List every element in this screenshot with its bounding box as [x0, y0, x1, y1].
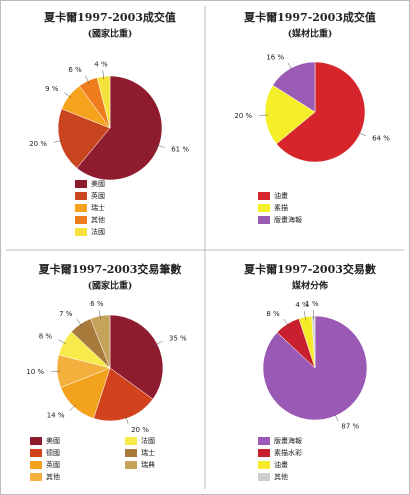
legend-label: 其他 [91, 215, 105, 224]
value-label: 9 % [45, 85, 59, 93]
value-label: 6 % [90, 300, 104, 308]
value-label: 8 % [266, 310, 280, 318]
legend-swatch [258, 192, 270, 200]
leader-line [156, 144, 165, 148]
leader-line [259, 114, 269, 116]
leader-line [51, 370, 61, 372]
leader-line [98, 309, 101, 319]
legend-swatch [258, 204, 270, 212]
chart-title: 夏卡爾1997-2003成交值 [244, 10, 376, 24]
value-label: 4 % [94, 61, 108, 69]
legend-label: 版畫海報 [274, 436, 302, 445]
legend-swatch [258, 461, 270, 469]
leader-line [287, 62, 293, 71]
chart-subtitle: (媒材比重) [288, 28, 333, 40]
legend-label: 美國 [91, 179, 105, 188]
leader-line [85, 75, 90, 84]
leader-line [76, 319, 83, 327]
legend-label: 法國 [91, 227, 105, 236]
legend-label: 素描水彩 [274, 448, 302, 457]
legend-label: 美國 [46, 436, 60, 445]
legend-swatch [258, 437, 270, 445]
legend-swatch [30, 449, 42, 457]
leader-line [102, 70, 105, 80]
chart-subtitle: (國家比重) [88, 28, 133, 40]
legend-label: 英國 [46, 460, 60, 469]
legend-label: 英國 [91, 191, 105, 200]
chart-subtitle: (國家比重) [88, 280, 133, 292]
legend-swatch [258, 216, 270, 224]
leader-line [53, 139, 63, 143]
leader-line [69, 404, 76, 412]
legend-swatch [75, 204, 87, 212]
value-label: 10 % [26, 368, 44, 376]
legend-swatch [75, 192, 87, 200]
value-label: 20 % [29, 140, 47, 148]
value-label: 4 % [295, 301, 309, 309]
legend-swatch [30, 437, 42, 445]
value-label: 6 % [68, 66, 82, 74]
leader-line [303, 310, 307, 320]
leader-line [357, 131, 366, 137]
value-label: 16 % [266, 54, 284, 62]
legend-swatch [30, 473, 42, 481]
value-label: 64 % [372, 134, 390, 142]
leader-line [58, 339, 67, 345]
legend-swatch [125, 449, 137, 457]
legend-label: 其他 [274, 472, 288, 481]
leader-line [334, 412, 339, 422]
leader-line [125, 415, 129, 425]
value-label: 20 % [131, 426, 149, 434]
legend-label: 油畫 [274, 191, 288, 200]
legend-swatch [258, 473, 270, 481]
value-label: 7 % [59, 310, 73, 318]
legend-label: 油畫 [274, 460, 288, 469]
chart-title: 夏卡爾1997-2003交易筆數 [39, 262, 182, 276]
legend-swatch [125, 437, 137, 445]
legend-label: 瑞典 [141, 460, 155, 469]
value-label: 61 % [171, 146, 189, 154]
leader-line [64, 92, 72, 99]
legend-label: 版畫海報 [274, 215, 302, 224]
leader-line [283, 318, 289, 327]
value-label: 87 % [341, 423, 359, 431]
legend-swatch [75, 228, 87, 236]
legend-swatch [30, 461, 42, 469]
legend-label: 瑞士 [91, 203, 105, 212]
legend-swatch [75, 216, 87, 224]
value-label: 14 % [47, 411, 65, 419]
chart-title: 夏卡爾1997-2003交易數 [244, 262, 376, 276]
value-label: 35 % [169, 334, 187, 342]
value-label: 8 % [39, 333, 53, 341]
legend-label: 其他 [46, 472, 60, 481]
legend-label: 素描 [274, 203, 288, 212]
legend-swatch [258, 449, 270, 457]
legend-swatch [125, 461, 137, 469]
legend-label: 瑞士 [141, 448, 155, 457]
legend-label: 法國 [141, 436, 155, 445]
value-label: 1 % [305, 300, 319, 308]
leader-line [154, 340, 163, 346]
legend-label: 德國 [46, 448, 60, 457]
chart-subtitle: 媒材分佈 [291, 280, 328, 292]
chart-title: 夏卡爾1997-2003成交值 [44, 10, 176, 24]
value-label: 20 % [234, 112, 252, 120]
legend-swatch [75, 180, 87, 188]
